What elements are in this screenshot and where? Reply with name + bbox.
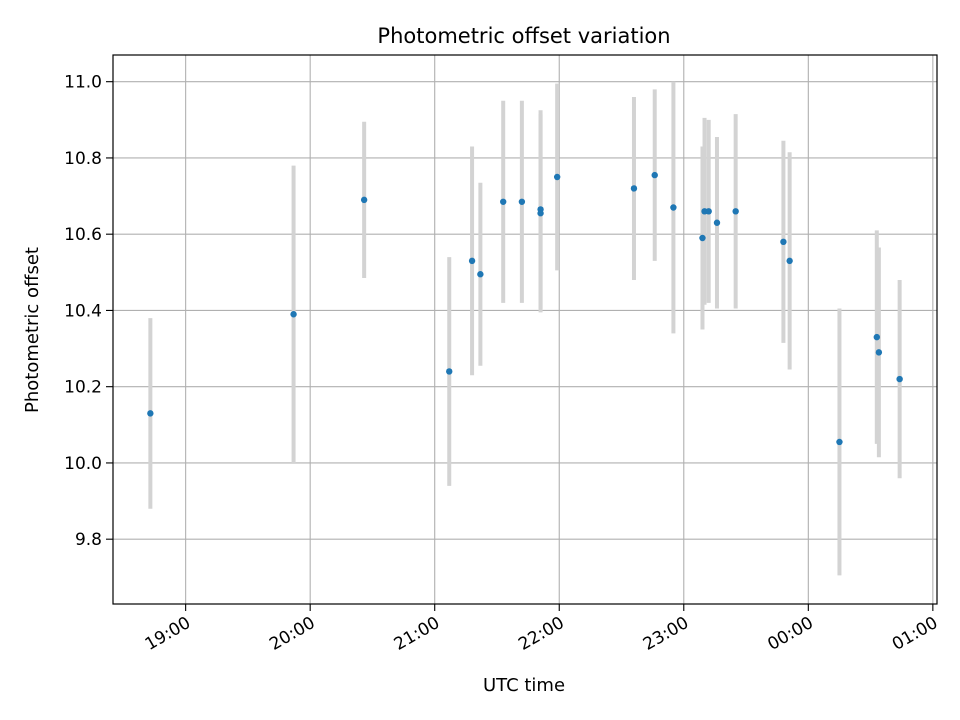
data-point bbox=[446, 368, 453, 375]
y-tick-label: 9.8 bbox=[75, 530, 102, 550]
y-tick-label: 10.2 bbox=[64, 378, 102, 398]
y-tick-label: 10.4 bbox=[64, 301, 102, 321]
data-point bbox=[147, 410, 154, 417]
data-point bbox=[477, 271, 484, 278]
y-tick-label: 10.6 bbox=[64, 225, 102, 245]
data-point bbox=[873, 333, 881, 341]
data-points bbox=[147, 171, 903, 446]
data-point bbox=[713, 219, 721, 226]
chart-title: Photometric offset variation bbox=[377, 24, 670, 48]
data-point bbox=[705, 208, 712, 215]
y-tick-label: 11.0 bbox=[64, 73, 102, 93]
y-axis-ticks: 9.8 10.0 10.2 10.4 10.6 10.8 11.0 bbox=[64, 73, 113, 550]
plot-frame bbox=[112, 54, 938, 605]
grid bbox=[113, 55, 937, 604]
data-point bbox=[732, 208, 739, 215]
data-point bbox=[786, 257, 793, 265]
data-point bbox=[670, 204, 677, 211]
data-point bbox=[875, 349, 883, 356]
data-point bbox=[699, 234, 706, 242]
y-tick-label: 10.8 bbox=[64, 149, 102, 169]
data-point bbox=[290, 311, 297, 318]
data-point bbox=[651, 171, 658, 179]
data-point bbox=[630, 185, 638, 192]
x-axis-label: UTC time bbox=[483, 675, 565, 696]
data-point bbox=[518, 198, 526, 205]
y-axis-label: Photometric offset bbox=[22, 247, 43, 413]
data-point bbox=[896, 375, 903, 383]
data-point bbox=[468, 257, 476, 265]
data-point bbox=[553, 173, 561, 181]
data-point bbox=[500, 198, 507, 205]
data-point bbox=[360, 196, 368, 204]
y-tick-label: 10.0 bbox=[64, 454, 102, 474]
data-point bbox=[836, 438, 843, 446]
data-point bbox=[780, 238, 787, 246]
data-point bbox=[537, 210, 544, 217]
